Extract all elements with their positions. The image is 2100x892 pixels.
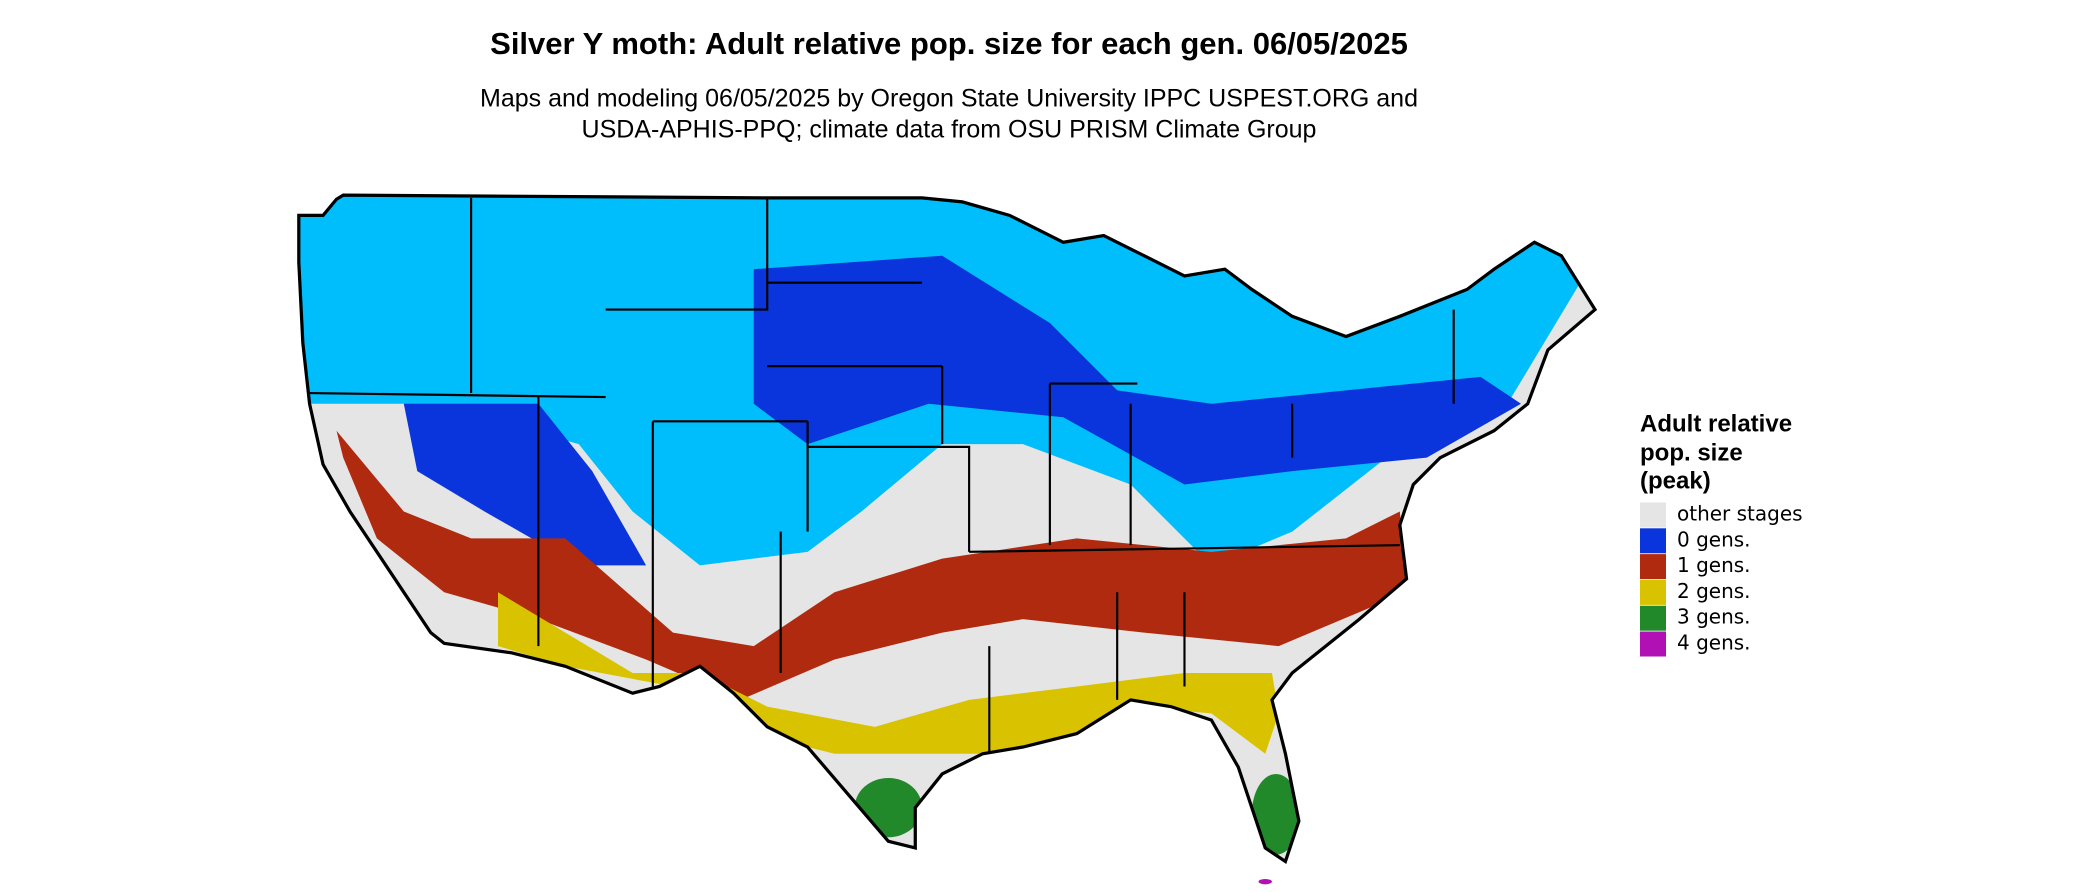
map-subtitle: Maps and modeling 06/05/2025 by Oregon S… (480, 85, 1418, 113)
legend-swatch (1640, 579, 1666, 605)
legend-label: 0 gens. (1677, 527, 1751, 551)
legend-swatch (1640, 605, 1666, 631)
legend-label: 4 gens. (1677, 631, 1751, 655)
legend-swatch (1640, 528, 1666, 554)
map-region (753, 255, 1521, 485)
us-map (297, 193, 1597, 885)
legend-swatch (1640, 502, 1666, 528)
map-region (336, 430, 1407, 700)
legend-title: Adult relative (1640, 410, 1792, 437)
map-region (498, 592, 1279, 754)
legend-label: 2 gens. (1677, 579, 1751, 603)
map-region (1251, 773, 1301, 855)
legend-swatch (1640, 554, 1666, 580)
legend-swatch (1640, 631, 1666, 657)
map-region (854, 777, 923, 838)
legend-label: other stages (1677, 502, 1803, 526)
map-region (1258, 878, 1272, 885)
state-borders (297, 193, 1597, 864)
legend-label: 1 gens. (1677, 553, 1751, 577)
map-title: Silver Y moth: Adult relative pop. size … (490, 26, 1408, 61)
legend-title: pop. size (1640, 439, 1743, 466)
legend-title: (peak) (1640, 467, 1711, 494)
map-subtitle: USDA-APHIS-PPQ; climate data from OSU PR… (582, 116, 1317, 144)
map-region (403, 403, 647, 566)
legend-label: 3 gens. (1677, 605, 1751, 629)
